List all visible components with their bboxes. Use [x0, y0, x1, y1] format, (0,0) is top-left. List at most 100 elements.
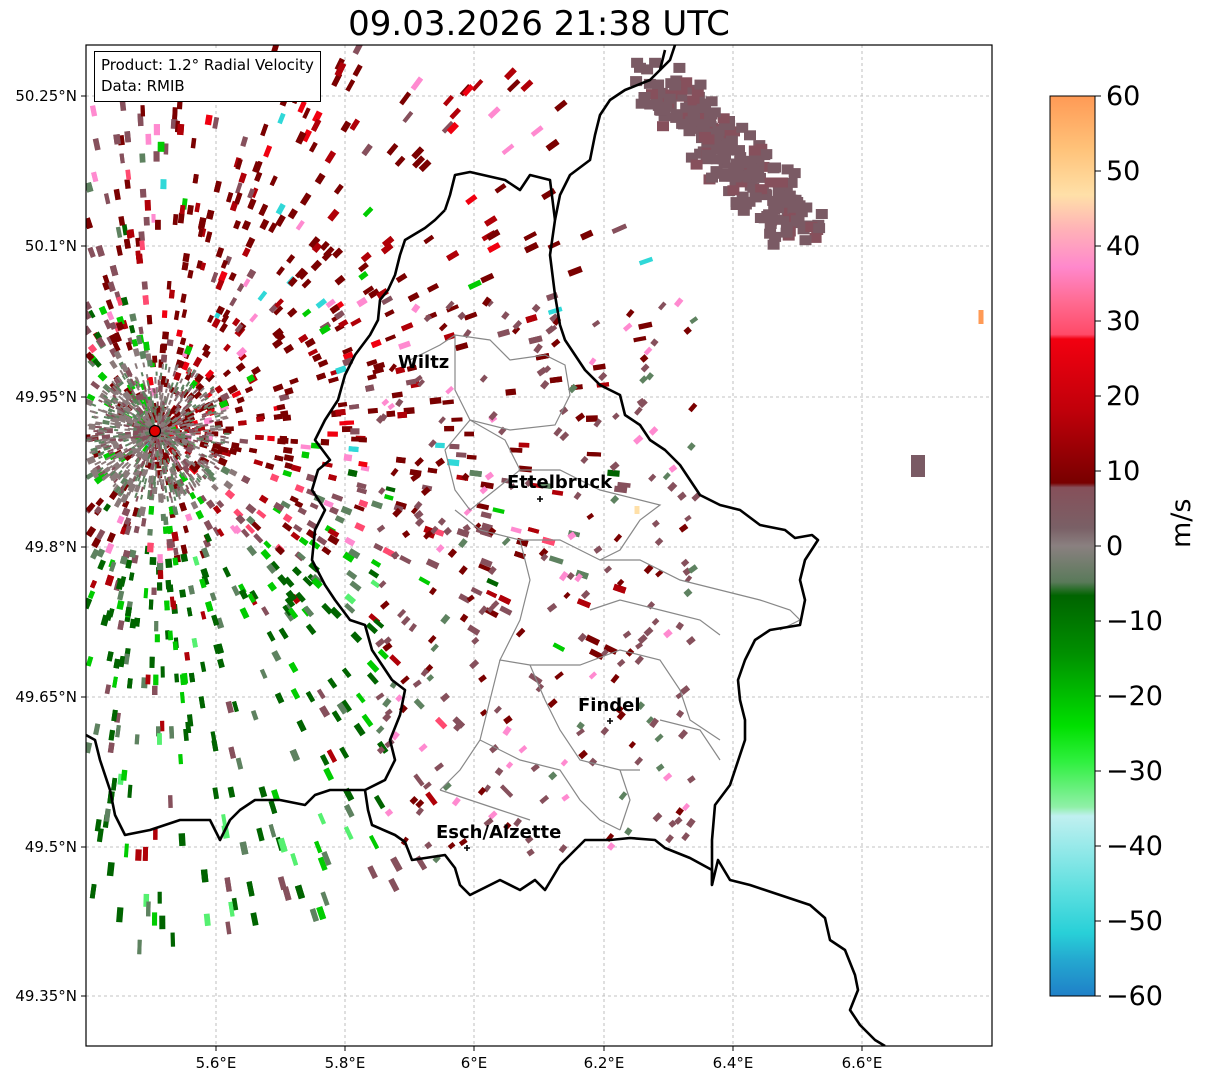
echo-gate	[406, 364, 417, 372]
echo-gate	[635, 642, 644, 650]
echo-gate	[752, 156, 765, 167]
echo-gate	[198, 453, 205, 458]
echo-gate	[171, 451, 177, 456]
echo-gate	[170, 932, 176, 947]
echo-gate	[143, 341, 150, 351]
echo-gate	[186, 607, 193, 617]
echo-gate	[547, 306, 563, 315]
echo-gate	[362, 285, 375, 296]
echo-gate	[630, 76, 643, 87]
echo-gate	[612, 412, 620, 421]
echo-gate	[499, 784, 514, 798]
echo-gate	[309, 141, 318, 153]
echo-gate	[168, 289, 175, 299]
echo-gate	[657, 121, 669, 132]
echo-gate	[513, 817, 522, 827]
echo-gate	[121, 417, 129, 422]
echo-gate	[291, 464, 302, 473]
echo-gate	[282, 604, 293, 617]
city-label: Ettelbruck	[507, 472, 613, 493]
echo-gate	[662, 472, 671, 481]
echo-gate	[188, 672, 196, 683]
echo-gate	[89, 883, 97, 899]
echo-gate	[93, 723, 101, 736]
echo-gate	[111, 380, 118, 387]
echo-gate	[443, 332, 456, 342]
echo-gate	[978, 310, 984, 324]
echo-gate	[187, 481, 193, 488]
colorbar-tick-label: 30	[1106, 306, 1141, 337]
echo-gate	[167, 630, 173, 641]
echo-gate	[172, 107, 178, 120]
echo-gate	[688, 402, 698, 413]
echo-gate	[187, 414, 195, 420]
echo-gate	[215, 279, 225, 291]
echo-gate	[96, 336, 106, 348]
echo-gate	[462, 84, 474, 97]
echo-gate	[574, 573, 583, 583]
echo-gate	[375, 692, 385, 701]
echo-gate	[113, 484, 119, 491]
echo-gate	[263, 145, 273, 158]
echo-gate	[518, 465, 533, 473]
echo-gate	[147, 528, 153, 536]
echo-gate	[501, 537, 511, 546]
echo-gate	[354, 522, 366, 532]
echo-gate	[337, 401, 348, 408]
echo-gate	[327, 677, 338, 689]
echo-gate	[201, 412, 207, 417]
echo-gate	[717, 152, 730, 163]
echo-gate	[86, 436, 93, 439]
echo-gate	[166, 407, 171, 413]
echo-gate	[316, 906, 327, 921]
echo-gate	[674, 816, 683, 825]
echo-gate	[184, 345, 193, 356]
echo-gate	[329, 506, 339, 515]
echo-gate	[132, 348, 141, 357]
echo-gate	[251, 366, 261, 376]
echo-gate	[785, 177, 798, 188]
echo-gate	[90, 437, 98, 441]
echo-gate	[739, 199, 752, 210]
echo-gate	[327, 528, 340, 538]
echo-gate	[248, 447, 258, 454]
echo-gate	[86, 398, 94, 407]
echo-gate	[402, 110, 414, 123]
echo-gate	[155, 371, 158, 376]
echo-gate	[342, 351, 354, 361]
echo-gate	[179, 478, 184, 485]
echo-gate	[793, 200, 806, 211]
echo-gate	[491, 600, 500, 609]
echo-gate	[118, 436, 126, 440]
echo-gate	[87, 590, 96, 600]
echo-gate	[209, 460, 216, 466]
echo-gate	[192, 173, 199, 184]
colorbar-tick-label: 10	[1106, 456, 1141, 487]
echo-gate	[143, 216, 150, 226]
echo-gate	[296, 719, 307, 732]
echo-gate	[706, 172, 718, 183]
echo-gate	[283, 343, 295, 354]
echo-gate	[701, 149, 714, 160]
echo-gate	[117, 590, 125, 601]
echo-gate	[97, 408, 105, 413]
echo-gate	[418, 159, 432, 172]
echo-gate	[302, 576, 313, 587]
echo-gate	[196, 437, 204, 441]
echo-gate	[525, 314, 538, 324]
echo-gate	[588, 671, 598, 680]
echo-gate	[215, 426, 222, 429]
echo-gate	[105, 440, 112, 445]
echo-gate	[133, 442, 141, 448]
echo-gate	[208, 450, 215, 454]
echo-gate	[258, 494, 269, 504]
echo-gate	[172, 557, 179, 566]
echo-gate	[211, 614, 220, 626]
echo-gate	[155, 393, 158, 399]
echo-gate	[107, 388, 113, 393]
echo-gate	[182, 472, 188, 479]
echo-gate	[384, 708, 393, 717]
echo-gate	[189, 491, 197, 500]
echo-gate	[167, 477, 171, 483]
echo-gate	[163, 143, 169, 155]
